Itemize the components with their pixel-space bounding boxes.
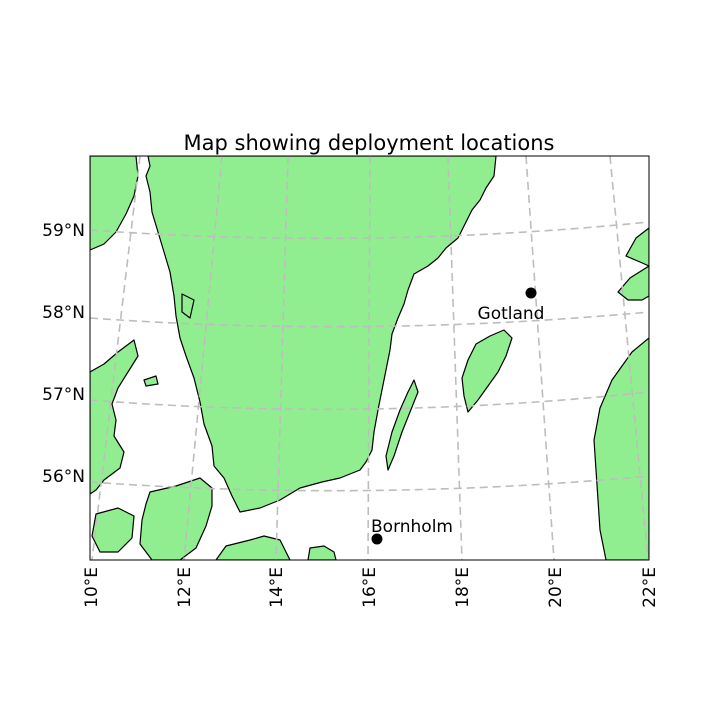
land-funen bbox=[91, 507, 135, 553]
lon-label-18: 18°E bbox=[453, 567, 473, 608]
marker-bornholm[interactable] bbox=[371, 533, 383, 545]
map-frame bbox=[89, 155, 650, 561]
lon-label-10: 10°E bbox=[82, 567, 102, 608]
grid-lat-56 bbox=[90, 475, 649, 492]
land-oland bbox=[385, 379, 419, 471]
lat-label-57: 57°N bbox=[42, 385, 85, 405]
graticule bbox=[90, 156, 649, 560]
label-bornholm: Bornholm bbox=[371, 517, 453, 537]
grid-lon-14 bbox=[367, 156, 371, 560]
land-sweden bbox=[145, 156, 497, 513]
land-gotland bbox=[461, 329, 513, 413]
lon-label-22: 22°E bbox=[640, 567, 660, 608]
land-layer bbox=[90, 156, 649, 560]
land-islet-2 bbox=[181, 293, 195, 319]
lat-label-59: 59°N bbox=[42, 221, 85, 241]
marker-gotland[interactable] bbox=[525, 287, 537, 299]
lon-label-20: 20°E bbox=[546, 567, 566, 608]
land-south-coast-2 bbox=[307, 545, 337, 560]
land-estonia bbox=[625, 227, 649, 267]
location-markers: Gotland Bornholm bbox=[371, 287, 545, 545]
land-south-coast bbox=[215, 535, 291, 560]
land-jutland bbox=[90, 339, 139, 495]
grid-lon-11 bbox=[91, 156, 141, 560]
lon-tick-labels: 10°E 12°E 14°E 16°E 18°E 20°E 22°E bbox=[82, 567, 660, 608]
grid-lon-15 bbox=[447, 156, 463, 560]
lon-label-14: 14°E bbox=[267, 567, 287, 608]
lon-label-12: 12°E bbox=[175, 567, 195, 608]
grid-lon-16 bbox=[525, 156, 555, 560]
map-title: Map showing deployment locations bbox=[184, 131, 555, 155]
lat-label-56: 56°N bbox=[42, 467, 85, 487]
grid-lon-13 bbox=[275, 156, 289, 560]
grid-lon-17 bbox=[609, 156, 649, 560]
land-islet-1 bbox=[143, 375, 159, 387]
land-norway bbox=[90, 156, 139, 251]
lat-label-58: 58°N bbox=[42, 303, 85, 323]
land-saaremaa bbox=[617, 265, 649, 301]
label-gotland: Gotland bbox=[478, 304, 545, 324]
lon-label-16: 16°E bbox=[360, 567, 380, 608]
grid-lon-12 bbox=[183, 156, 223, 560]
land-zealand bbox=[139, 477, 213, 560]
map-area: Gotland Bornholm bbox=[90, 156, 649, 560]
lat-tick-labels: 59°N 58°N 57°N 56°N bbox=[42, 221, 85, 487]
